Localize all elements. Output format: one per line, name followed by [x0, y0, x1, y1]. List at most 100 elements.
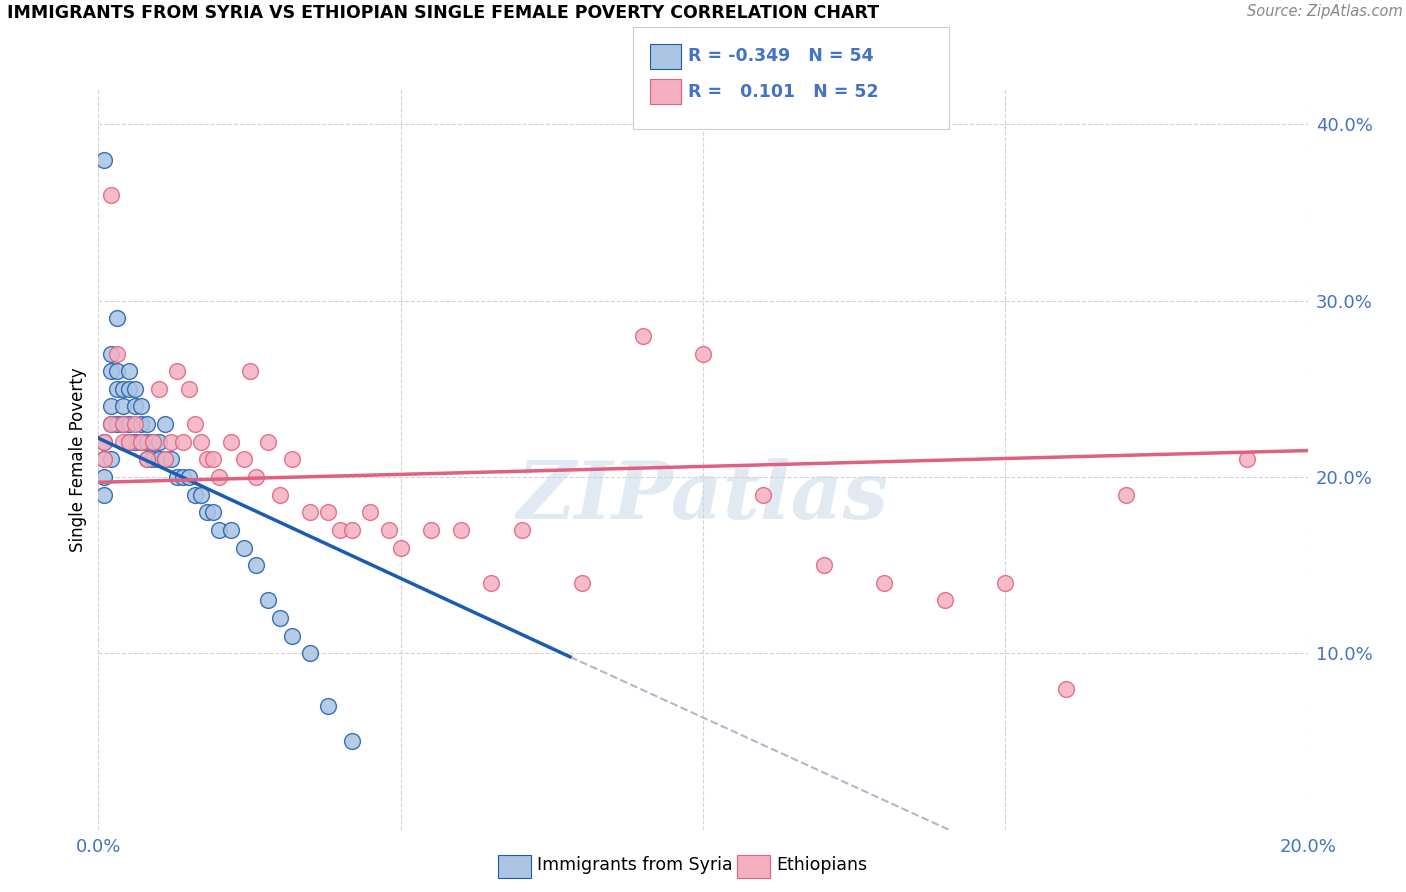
Point — [93, 488, 115, 502]
Text: IMMIGRANTS FROM SYRIA VS ETHIOPIAN SINGLE FEMALE POVERTY CORRELATION CHART: IMMIGRANTS FROM SYRIA VS ETHIOPIAN SINGL… — [7, 4, 879, 22]
Point — [190, 434, 212, 449]
Point — [124, 400, 146, 414]
Point — [93, 153, 115, 167]
Point — [873, 575, 896, 590]
Point — [118, 382, 141, 396]
Point — [124, 434, 146, 449]
Point — [100, 452, 122, 467]
Point — [202, 452, 225, 467]
Point — [111, 417, 134, 431]
Point — [245, 558, 267, 573]
Point — [419, 523, 441, 537]
Point — [118, 434, 141, 449]
Point — [239, 364, 262, 378]
Point — [124, 417, 146, 431]
Point — [221, 523, 243, 537]
Point — [129, 400, 152, 414]
Point — [142, 452, 165, 467]
Point — [129, 434, 152, 449]
Point — [105, 417, 128, 431]
Point — [184, 488, 207, 502]
Text: R = -0.349   N = 54: R = -0.349 N = 54 — [688, 47, 873, 65]
Point — [118, 364, 141, 378]
Point — [256, 434, 278, 449]
Point — [329, 523, 352, 537]
Point — [208, 523, 231, 537]
Point — [316, 699, 339, 714]
Point — [100, 188, 122, 202]
Point — [190, 488, 212, 502]
Point — [93, 470, 115, 484]
Point — [195, 505, 218, 519]
Point — [105, 364, 128, 378]
Point — [105, 311, 128, 326]
Point — [100, 364, 122, 378]
Point — [269, 611, 291, 625]
Point — [172, 470, 194, 484]
Point — [177, 470, 201, 484]
Point — [692, 346, 714, 360]
Point — [111, 400, 134, 414]
Point — [184, 417, 207, 431]
Point — [299, 505, 322, 519]
Point — [135, 434, 157, 449]
Point — [118, 434, 141, 449]
Point — [195, 452, 218, 467]
Point — [148, 452, 170, 467]
Point — [142, 434, 165, 449]
Point — [100, 417, 122, 431]
Point — [142, 434, 165, 449]
Text: Source: ZipAtlas.com: Source: ZipAtlas.com — [1247, 4, 1403, 20]
Point — [994, 575, 1017, 590]
Text: R =   0.101   N = 52: R = 0.101 N = 52 — [688, 83, 879, 101]
Point — [813, 558, 835, 573]
Point — [510, 523, 533, 537]
Y-axis label: Single Female Poverty: Single Female Poverty — [69, 368, 87, 551]
Point — [342, 523, 364, 537]
Point — [232, 541, 254, 555]
Point — [281, 452, 304, 467]
Point — [111, 417, 134, 431]
Point — [389, 541, 412, 555]
Point — [135, 452, 157, 467]
Point — [153, 417, 176, 431]
Point — [245, 470, 267, 484]
Point — [129, 434, 152, 449]
Point — [934, 593, 956, 607]
Point — [1236, 452, 1258, 467]
Point — [177, 382, 201, 396]
Point — [481, 575, 503, 590]
Point — [93, 434, 115, 449]
Point — [256, 593, 278, 607]
Point — [202, 505, 225, 519]
Text: Ethiopians: Ethiopians — [776, 856, 868, 874]
Point — [153, 452, 176, 467]
Point — [221, 434, 243, 449]
Point — [450, 523, 472, 537]
Point — [100, 417, 122, 431]
Point — [148, 382, 170, 396]
Point — [118, 417, 141, 431]
Point — [631, 329, 654, 343]
Point — [93, 452, 115, 467]
Point — [111, 382, 134, 396]
Point — [148, 434, 170, 449]
Point — [105, 346, 128, 360]
Point — [153, 452, 176, 467]
Text: ZIPatlas: ZIPatlas — [517, 458, 889, 535]
Point — [135, 452, 157, 467]
Point — [208, 470, 231, 484]
Point — [172, 434, 194, 449]
Point — [100, 400, 122, 414]
Point — [377, 523, 399, 537]
Point — [111, 434, 134, 449]
Point — [129, 417, 152, 431]
Point — [160, 434, 183, 449]
Point — [93, 452, 115, 467]
Point — [342, 734, 364, 748]
Point — [135, 417, 157, 431]
Point — [360, 505, 382, 519]
Point — [752, 488, 775, 502]
Point — [316, 505, 339, 519]
Point — [166, 470, 188, 484]
